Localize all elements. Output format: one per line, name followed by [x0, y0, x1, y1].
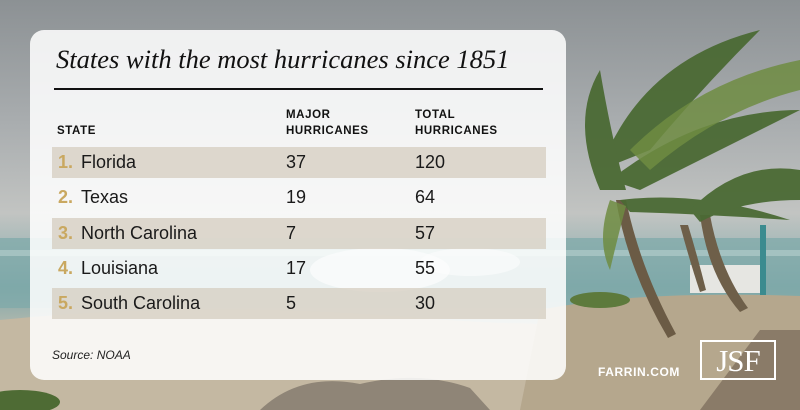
jsf-logo: JSF [700, 340, 776, 380]
row-rank: 4. [58, 258, 74, 278]
hurricane-table-card: States with the most hurricanes since 18… [30, 30, 566, 380]
site-link[interactable]: FARRIN.COM [598, 365, 680, 379]
row-total: 57 [415, 223, 436, 243]
row-rank: 3. [58, 223, 74, 243]
header-state: STATE [57, 125, 96, 137]
row-total: 120 [415, 152, 446, 172]
row-total: 55 [415, 258, 436, 278]
row-state: North Carolina [81, 223, 198, 243]
header-major-hurricanes: MAJOR HURRICANES [286, 107, 396, 139]
header-major-line2: HURRICANES [286, 125, 369, 137]
row-rank: 2. [58, 187, 74, 207]
row-major: 37 [286, 152, 307, 172]
row-state: South Carolina [81, 293, 201, 313]
row-state: Louisiana [81, 258, 159, 278]
row-rank: 5. [58, 293, 74, 313]
table-row: 2. Texas 19 64 [52, 182, 546, 213]
row-total: 30 [415, 293, 436, 313]
row-total: 64 [415, 187, 436, 207]
table-row: 5. South Carolina 5 30 [52, 288, 546, 319]
row-state: Florida [81, 152, 137, 172]
row-major: 5 [286, 293, 297, 313]
table-row: 1. Florida 37 120 [52, 147, 546, 178]
table-row: 4. Louisiana 17 55 [52, 253, 546, 284]
header-total-line1: TOTAL [415, 109, 456, 121]
row-rank: 1. [58, 152, 74, 172]
source-note: Source: NOAA [52, 348, 131, 362]
logo-text: JSF [716, 343, 761, 378]
row-major: 19 [286, 187, 307, 207]
header-major-line1: MAJOR [286, 109, 331, 121]
row-state: Texas [81, 187, 129, 207]
header-total-line2: HURRICANES [415, 125, 498, 137]
row-major: 17 [286, 258, 307, 278]
row-major: 7 [286, 223, 297, 243]
table-row: 3. North Carolina 7 57 [52, 218, 546, 249]
title-divider [54, 88, 543, 90]
header-total-hurricanes: TOTAL HURRICANES [415, 107, 525, 139]
card-title: States with the most hurricanes since 18… [56, 44, 510, 74]
